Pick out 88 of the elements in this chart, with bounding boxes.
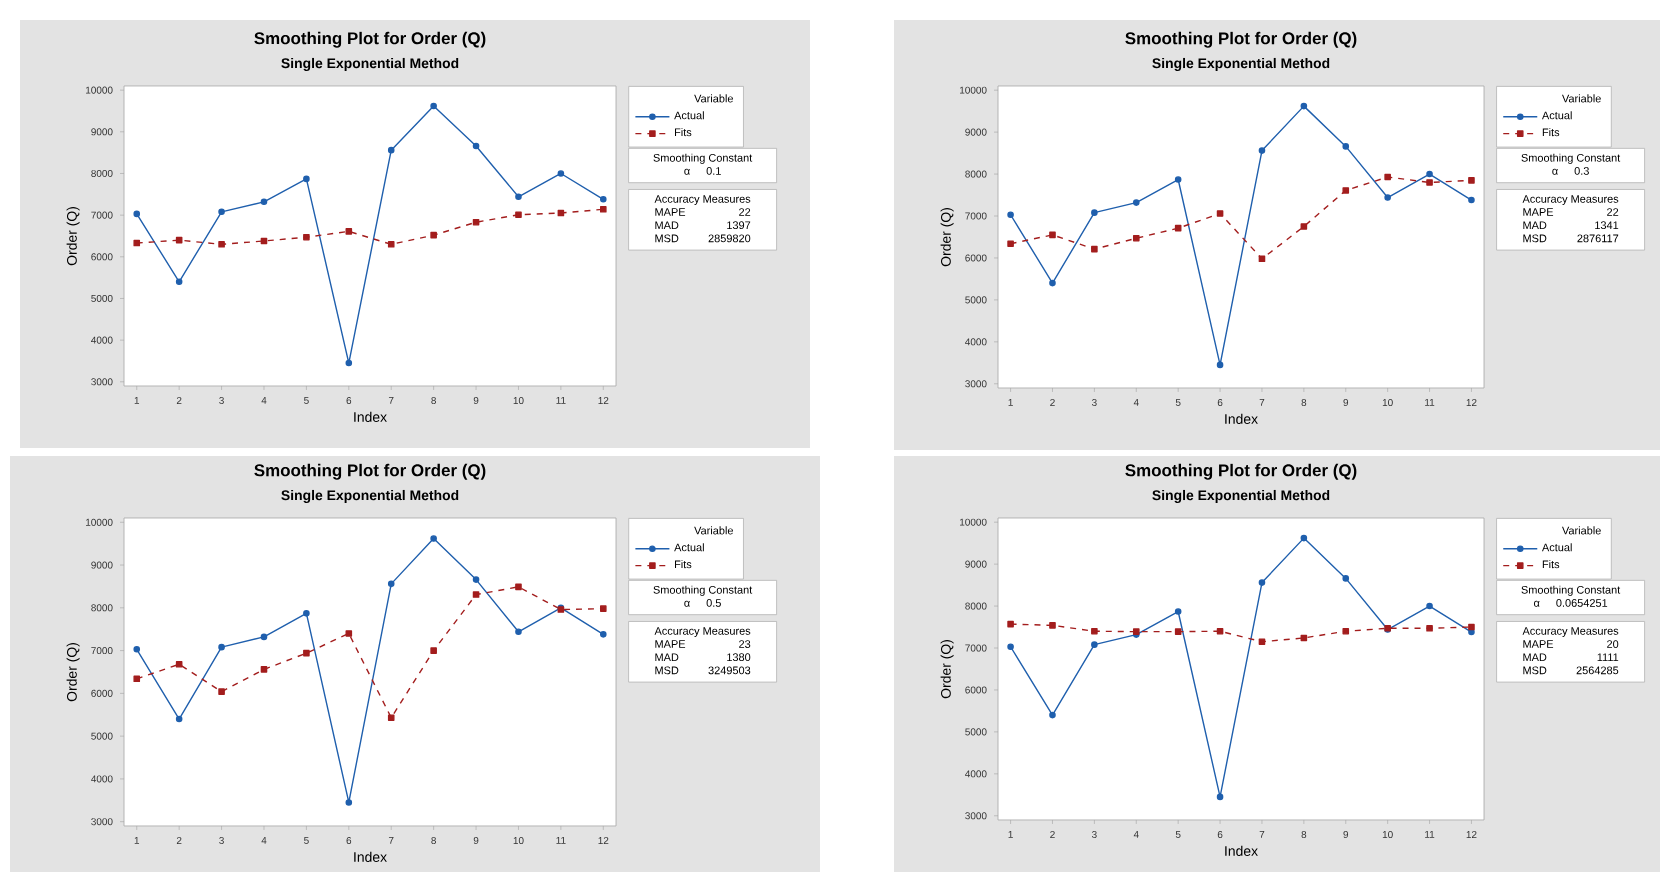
point — [133, 675, 141, 683]
point — [133, 646, 141, 653]
point — [218, 643, 225, 651]
point — [260, 633, 268, 641]
point — [1426, 602, 1433, 610]
point — [1258, 147, 1266, 154]
point — [515, 193, 522, 201]
chart-title: Smoothing Plot for Order (Q) — [254, 31, 486, 48]
point — [472, 576, 480, 583]
point — [430, 102, 437, 110]
point — [1174, 176, 1182, 183]
point — [1132, 234, 1140, 242]
point — [175, 660, 183, 668]
point — [600, 631, 607, 638]
point — [1216, 627, 1224, 635]
point — [430, 647, 437, 654]
point — [1426, 170, 1433, 178]
point — [1049, 279, 1056, 287]
point — [1468, 196, 1475, 204]
point — [387, 241, 395, 248]
point — [303, 649, 310, 657]
point — [557, 170, 565, 177]
point — [1174, 628, 1182, 635]
point — [303, 233, 310, 241]
point — [175, 278, 183, 286]
point — [1258, 255, 1266, 263]
chart-title: Smoothing Plot for Order (Q) — [1125, 31, 1357, 48]
point — [303, 610, 310, 617]
point — [218, 241, 225, 248]
point — [1426, 625, 1433, 632]
point — [387, 580, 395, 588]
point — [1132, 199, 1140, 206]
point — [430, 231, 437, 239]
point — [1007, 643, 1014, 651]
point — [387, 146, 395, 154]
point — [430, 535, 437, 542]
point — [175, 715, 183, 723]
point — [1384, 194, 1391, 201]
point — [133, 239, 141, 247]
point — [387, 714, 395, 722]
point — [1342, 143, 1350, 150]
point — [600, 196, 607, 203]
point — [1091, 245, 1098, 253]
point — [472, 591, 480, 598]
point — [133, 210, 141, 218]
point — [1468, 623, 1475, 631]
point — [260, 198, 268, 206]
point — [1342, 187, 1350, 194]
point — [1174, 608, 1182, 615]
point — [1049, 711, 1056, 719]
point — [1091, 209, 1098, 216]
point — [345, 799, 353, 806]
point — [600, 605, 607, 612]
chart-title: Smoothing Plot for Order (Q) — [1125, 463, 1357, 480]
point — [1300, 223, 1308, 230]
point — [1007, 211, 1014, 219]
point — [1049, 231, 1056, 239]
point — [515, 211, 522, 219]
point — [1258, 579, 1266, 586]
point — [345, 359, 353, 367]
point — [1091, 627, 1098, 635]
point — [1258, 638, 1266, 646]
point — [1007, 620, 1014, 628]
point — [600, 206, 607, 213]
point — [345, 228, 353, 235]
point — [1342, 575, 1350, 582]
point — [260, 666, 268, 673]
point — [303, 175, 310, 183]
point — [1049, 622, 1056, 629]
point — [515, 628, 522, 636]
point — [1216, 210, 1224, 217]
point — [1300, 102, 1308, 110]
point — [1468, 177, 1475, 184]
point — [345, 630, 353, 637]
point — [218, 208, 225, 216]
point — [1342, 627, 1350, 635]
point — [1007, 240, 1014, 247]
point — [1384, 173, 1391, 181]
point — [472, 218, 480, 226]
point — [1300, 534, 1308, 542]
point — [1426, 179, 1433, 186]
point — [1216, 793, 1224, 801]
point — [218, 688, 225, 695]
point — [472, 142, 480, 150]
point — [1091, 641, 1098, 648]
chart-title: Smoothing Plot for Order (Q) — [254, 463, 486, 480]
point — [515, 583, 522, 591]
point — [1216, 361, 1224, 369]
